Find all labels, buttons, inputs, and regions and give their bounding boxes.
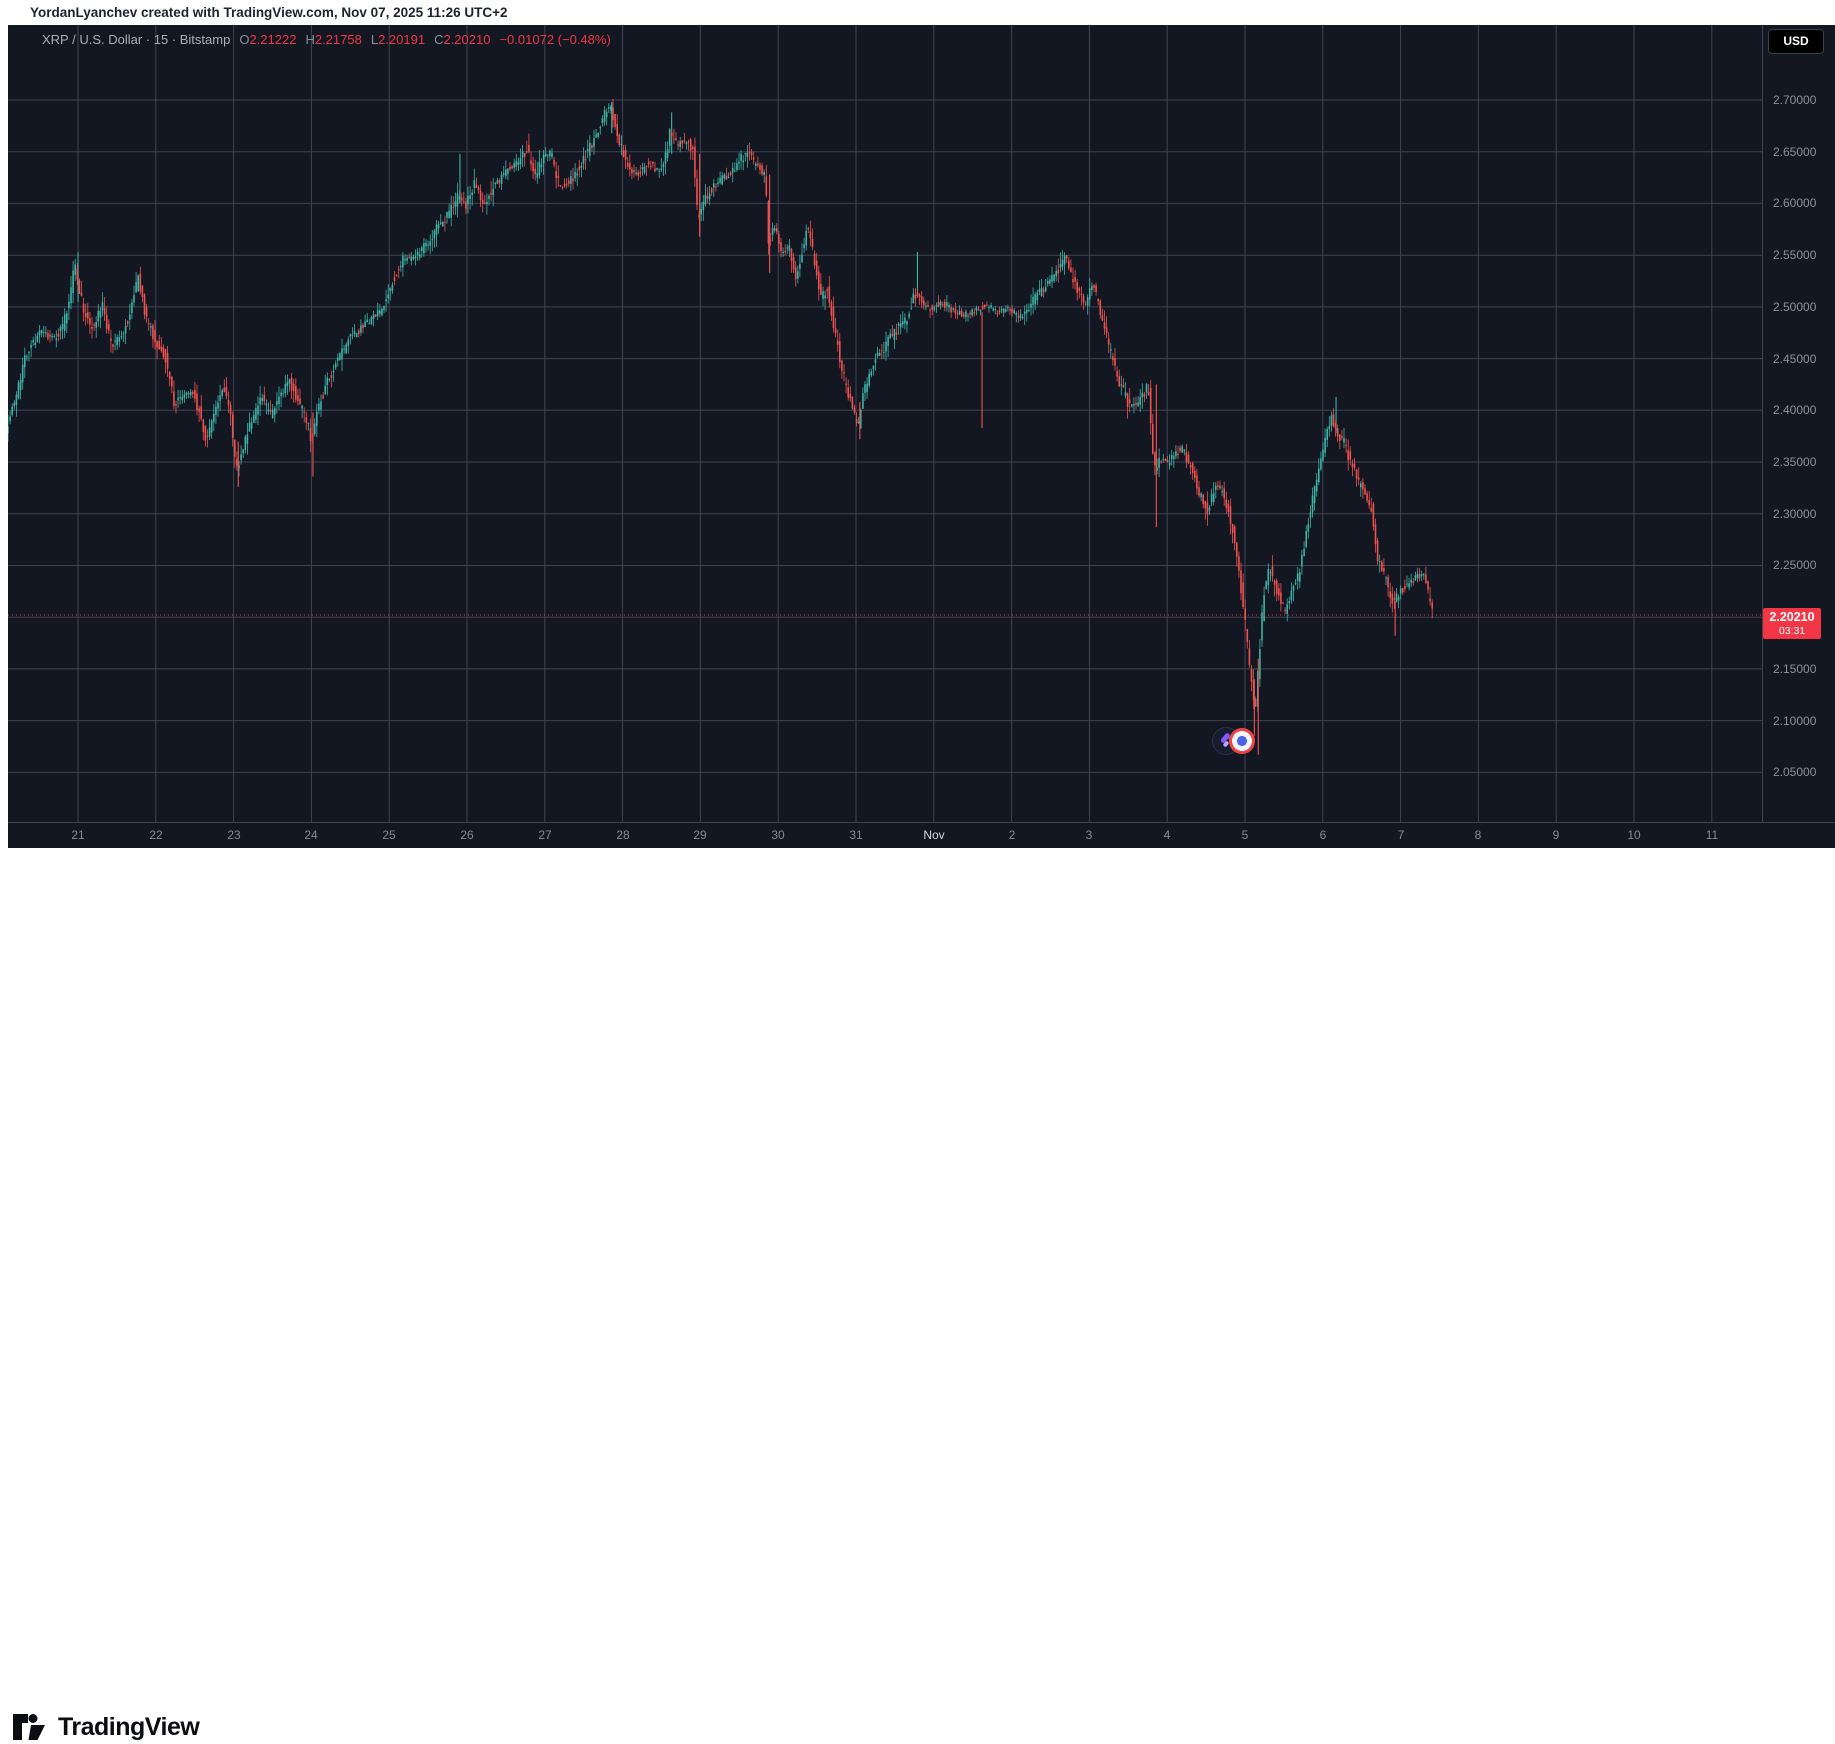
high-value: 2.21758 [315,32,362,47]
time-axis-label: 22 [134,828,178,842]
price-axis-label: 2.55000 [1773,248,1816,262]
low-label: L [371,32,378,47]
time-axis-label: 26 [445,828,489,842]
currency-usd-button[interactable]: USD [1768,29,1824,54]
time-axis-label: 7 [1379,828,1423,842]
time-axis-label: 5 [1223,828,1267,842]
time-axis-label: 29 [678,828,722,842]
price-axis-label: 2.05000 [1773,765,1816,779]
bar-countdown: 03:31 [1763,625,1821,637]
change-value: −0.01072 (−0.48%) [499,32,610,47]
time-axis-separator [8,822,1835,823]
time-axis-label: 6 [1301,828,1345,842]
price-axis-label: 2.65000 [1773,145,1816,159]
sticker-icons [1212,727,1258,754]
time-axis-label: 28 [601,828,645,842]
time-axis-label: 3 [1067,828,1111,842]
chart-area[interactable]: XRP / U.S. Dollar · 15 · Bitstamp O2.2122… [8,25,1835,848]
close-value: 2.20210 [443,32,490,47]
last-price-badge: 2.20210 03:31 [1763,608,1821,639]
price-axis-label: 2.40000 [1773,403,1816,417]
price-axis-label: 2.50000 [1773,300,1816,314]
tradingview-logo-text: TradingView [58,1713,199,1742]
time-axis-label: 2 [990,828,1034,842]
time-axis-label: 11 [1690,828,1734,842]
time-axis-label: 21 [56,828,100,842]
time-axis-label: 4 [1145,828,1189,842]
symbol-title: XRP / U.S. Dollar · 15 · Bitstamp [42,32,230,47]
time-axis-label: 27 [523,828,567,842]
candlestick-plot[interactable] [8,25,1835,822]
time-axis-label: 25 [367,828,411,842]
low-value: 2.20191 [378,32,425,47]
high-label: H [305,32,314,47]
time-axis-label: 10 [1612,828,1656,842]
roundel-sticker-icon [1229,728,1255,754]
chart-legend: XRP / U.S. Dollar · 15 · Bitstamp O2.2122… [42,31,611,49]
price-axis-label: 2.10000 [1773,714,1816,728]
time-axis-label: 23 [212,828,256,842]
time-axis-label: 31 [834,828,878,842]
price-axis-label: 2.30000 [1773,507,1816,521]
price-axis-label: 2.25000 [1773,558,1816,572]
price-axis-label: 2.60000 [1773,196,1816,210]
time-axis-label: 9 [1534,828,1578,842]
price-axis-label: 2.15000 [1773,662,1816,676]
tradingview-logo[interactable]: TradingView [13,1710,199,1744]
price-axis-label: 2.35000 [1773,455,1816,469]
tradingview-snapshot-page: { "attribution": {"text": "YordanLyanche… [0,0,1835,909]
time-axis-label: 30 [756,828,800,842]
price-axis-label: 2.45000 [1773,352,1816,366]
open-label: O [239,32,249,47]
last-price-value: 2.20210 [1763,609,1821,625]
top-bar: YordanLyanchev created with TradingView.… [0,0,1835,25]
footer-bar: TradingView [0,848,1835,909]
time-axis-label: Nov [912,828,956,842]
attribution-text: YordanLyanchev created with TradingView.… [30,0,508,25]
open-value: 2.21222 [249,32,296,47]
time-axis-label: 24 [289,828,333,842]
price-axis-label: 2.70000 [1773,93,1816,107]
time-axis-label: 8 [1456,828,1500,842]
tradingview-logo-icon [13,1712,49,1742]
